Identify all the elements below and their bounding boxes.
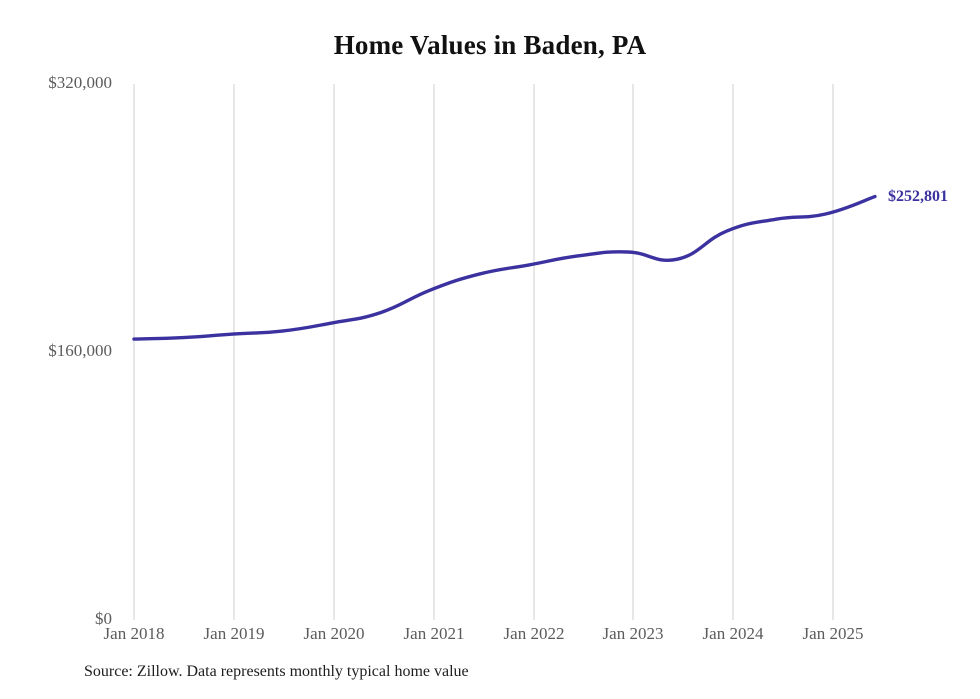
y-axis-tick-label: $320,000 [48, 73, 112, 92]
x-axis-tick-label: Jan 2025 [802, 624, 864, 643]
end-value-label: $252,801 [887, 187, 948, 205]
source-note: Source: Zillow. Data represents monthly … [84, 663, 469, 680]
x-axis-tick-label: Jan 2024 [702, 624, 764, 643]
line-series-typical-home-value [132, 194, 877, 341]
x-axis-tick-label: Jan 2020 [303, 624, 365, 643]
x-axis-tick-label: Jan 2022 [503, 624, 565, 643]
gridlines [133, 84, 834, 620]
y-axis-tick-label: $0 [95, 609, 112, 628]
x-axis-tick-label: Jan 2018 [103, 624, 165, 643]
x-axis-tick-label: Jan 2021 [403, 624, 465, 643]
x-axis-tick-label: Jan 2023 [602, 624, 664, 643]
x-axis-tick-label: Jan 2019 [203, 624, 265, 643]
y-axis-tick-label: $160,000 [48, 341, 112, 360]
page-title: Home Values in Baden, PA [333, 30, 647, 60]
